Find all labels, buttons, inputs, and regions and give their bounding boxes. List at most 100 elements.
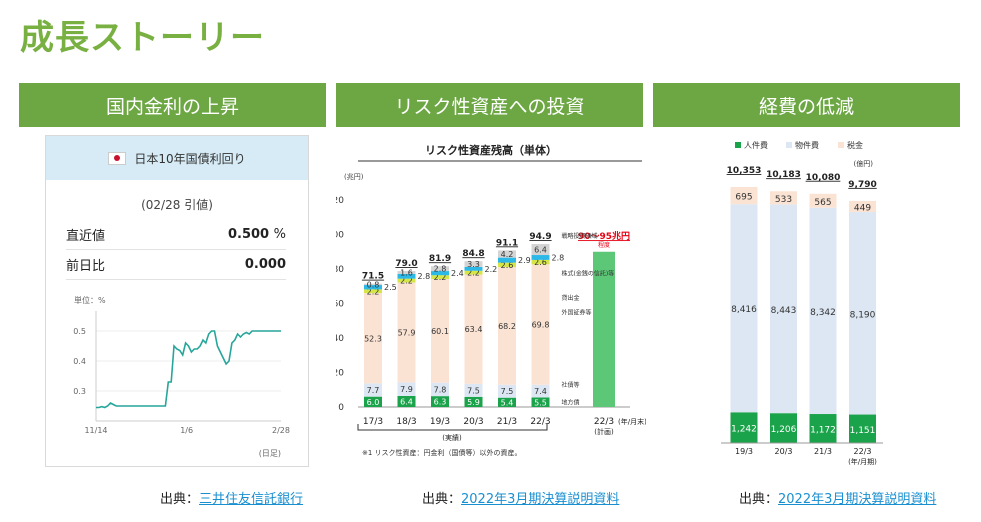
cost-bar-total: 10,183 xyxy=(766,170,801,180)
risk-bar-value: 52.3 xyxy=(364,334,382,343)
risk-legend-label: 貸出金 xyxy=(562,294,580,302)
day-change-value: 0.000 xyxy=(244,256,286,272)
latest-value: 0.500 xyxy=(227,226,270,242)
risk-bar-total: 84.8 xyxy=(462,249,484,259)
risk-y-tick: 60 xyxy=(336,300,344,310)
risk-x-tick: 20/3 xyxy=(463,417,483,427)
risk-chart-title: リスク性資産残高（単体） xyxy=(425,143,557,157)
risk-plan-sub-label: (計画) xyxy=(594,427,614,436)
cost-bar-segment xyxy=(809,207,837,415)
risk-bar-segment xyxy=(431,279,449,383)
risk-y-tick: 80 xyxy=(336,265,344,275)
risk-bar-value: 6.4 xyxy=(400,397,413,406)
risk-x-tick: 18/3 xyxy=(396,417,416,427)
source-prefix: 出典： xyxy=(739,492,779,507)
source-prefix: 出典： xyxy=(422,492,462,507)
risk-bar-segment xyxy=(364,293,382,384)
cost-bar-value: 565 xyxy=(814,198,831,208)
cost-bar-total: 10,353 xyxy=(727,166,762,176)
cost-chart: 人件費 物件費 税金 (億円) 1,242 8,416 695 10,353 19/3 1,206… xyxy=(721,140,883,466)
cost-legend-swatch xyxy=(735,142,741,148)
risk-bar-segment xyxy=(464,274,483,384)
risk-y-tick: 100 xyxy=(336,231,344,241)
risk-bar-segment xyxy=(498,397,516,407)
risk-bar-value: 7.8 xyxy=(434,385,447,394)
cost-bar-segment xyxy=(770,413,797,443)
risk-bar-segment xyxy=(498,257,516,263)
cost-legend-label: 人件費 xyxy=(744,140,768,150)
cost-legend-swatch xyxy=(786,142,792,148)
risk-bar-segment xyxy=(431,271,449,276)
risk-bar-segment xyxy=(464,270,483,275)
cost-x-tick: 21/3 xyxy=(814,447,832,456)
cost-bar-value: 1,206 xyxy=(771,425,797,435)
risk-footnote: ※1 リスク性資産：円金利（国債等）以外の資産。 xyxy=(362,448,522,457)
risk-bar-value: 6.3 xyxy=(434,398,447,407)
risk-bar-value: 2.2 xyxy=(367,287,380,296)
risk-bar-value: 69.8 xyxy=(532,321,550,330)
cost-bar-segment xyxy=(849,200,876,213)
yield-line-chart: 単位：% 0.3 0.4 0.5 11/14 1/6 2/28 (日足) xyxy=(73,295,290,458)
cost-bar-segment xyxy=(770,191,797,205)
risk-bar-segment xyxy=(464,383,483,397)
section-header-rates: 国内金利の上昇 xyxy=(19,83,326,127)
section-header-risk-assets: リスク性資産への投資 xyxy=(336,83,643,127)
risk-plan-x-tick: 22/3 xyxy=(594,417,614,427)
risk-bar-value: 7.5 xyxy=(467,386,480,395)
latest-value-row: 直近値 0.500 % xyxy=(66,219,286,250)
source-prefix: 出典： xyxy=(160,492,200,507)
yield-y-tick: 0.5 xyxy=(73,327,86,336)
risk-bar-total: 71.5 xyxy=(362,272,384,282)
risk-bar-value: 2.4 xyxy=(451,269,464,278)
risk-bar-segment xyxy=(397,395,416,407)
risk-bar-segment xyxy=(397,278,416,283)
risk-bar-segment xyxy=(531,255,550,260)
cost-x-tick: 19/3 xyxy=(735,447,753,456)
risk-plan-label-suffix: 程度 xyxy=(598,241,610,249)
source-link-risk[interactable]: 2022年3月期決算説明資料 xyxy=(461,492,620,507)
risk-bar-segment xyxy=(531,397,550,407)
japan-flag-icon xyxy=(108,151,127,165)
cost-x-tick: 22/3 xyxy=(854,447,872,456)
risk-bar-value: 63.4 xyxy=(465,325,483,334)
risk-bar-value: 2.2 xyxy=(434,273,447,282)
risk-bar-value: 5.9 xyxy=(467,398,480,407)
risk-plan-label: 90〜95兆円 xyxy=(578,230,630,242)
risk-bar-segment xyxy=(498,250,516,258)
risk-legend-label: 株式(金銭の信託)等 xyxy=(562,269,615,277)
risk-bar-value: 7.9 xyxy=(400,385,413,394)
yield-x-unit: (日足) xyxy=(259,449,281,458)
risk-bar-value: 60.1 xyxy=(431,327,449,336)
risk-bar-value: 2.6 xyxy=(501,261,514,270)
risk-bar-total: 91.1 xyxy=(496,238,518,248)
cost-bar-value: 8,416 xyxy=(731,305,757,315)
source-link-rates[interactable]: 三井住友信託銀行 xyxy=(199,492,304,507)
risk-bar-segment xyxy=(397,382,416,396)
risk-bar-segment xyxy=(364,383,382,397)
risk-bar-value: 7.5 xyxy=(501,387,514,396)
cost-bar-value: 449 xyxy=(854,203,871,213)
yield-y-tick: 0.4 xyxy=(73,357,86,366)
risk-bar-value: 1.6 xyxy=(400,268,413,277)
source-link-cost[interactable]: 2022年3月期決算説明資料 xyxy=(778,492,937,507)
risk-bar-value: 7.4 xyxy=(534,387,547,396)
cost-bar-value: 8,190 xyxy=(850,310,876,320)
yield-x-tick: 1/6 xyxy=(180,426,193,435)
risk-y-tick: 120 xyxy=(336,196,344,206)
risk-bar-segment xyxy=(531,259,550,265)
risk-x-tick: 22/3 xyxy=(530,417,550,427)
risk-y-tick: 40 xyxy=(336,334,344,344)
risk-bar-segment xyxy=(498,384,516,398)
risk-bar-segment xyxy=(431,266,449,272)
risk-bar-segment xyxy=(397,273,416,279)
cost-bar-value: 533 xyxy=(775,195,792,205)
risk-bar-segment xyxy=(498,262,516,268)
risk-bar-segment xyxy=(531,243,550,256)
risk-actual-label: (実績) xyxy=(442,433,462,442)
cost-bar-segment xyxy=(849,212,876,415)
risk-bar-segment xyxy=(431,382,449,397)
yield-y-tick: 0.3 xyxy=(73,387,86,396)
risk-unit-label: (兆円) xyxy=(344,172,364,181)
cost-bar-total: 10,080 xyxy=(806,173,841,183)
